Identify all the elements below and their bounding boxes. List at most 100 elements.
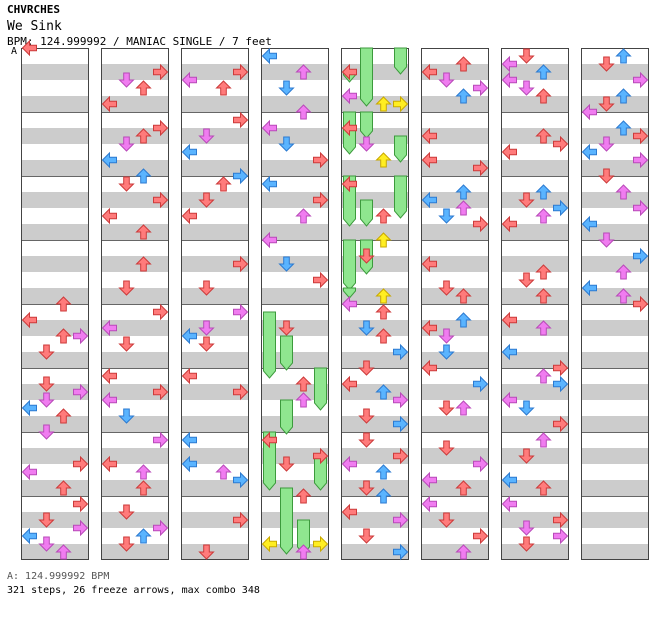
beat-stripe (181, 128, 249, 144)
right-arrow-icon (233, 383, 249, 401)
beat-stripe (21, 160, 89, 176)
left-arrow-icon (421, 495, 437, 513)
beat-stripe (101, 224, 169, 240)
up-arrow-icon (455, 184, 472, 200)
beat-stripe (501, 320, 569, 336)
left-arrow-icon (501, 55, 517, 73)
up-arrow-icon (55, 296, 72, 312)
bpm-marker: A (11, 46, 18, 57)
left-arrow-icon (101, 151, 117, 169)
beat-stripe (261, 128, 329, 144)
beat-stripe (101, 64, 169, 80)
freeze-arrow (280, 399, 293, 435)
up-arrow-icon (615, 48, 632, 64)
down-arrow-icon (38, 424, 55, 440)
down-arrow-icon (438, 280, 455, 296)
left-arrow-icon (261, 47, 277, 65)
right-arrow-icon (633, 247, 649, 265)
right-arrow-icon (153, 191, 169, 209)
beat-stripe (341, 320, 409, 336)
right-arrow-icon (473, 79, 489, 97)
left-arrow-icon (421, 151, 437, 169)
left-arrow-icon (261, 231, 277, 249)
beat-stripe (181, 320, 249, 336)
right-arrow-icon (393, 391, 409, 409)
right-arrow-icon (73, 327, 89, 345)
beat-stripe (261, 448, 329, 464)
beat-stripe (501, 416, 569, 432)
up-arrow-icon (295, 104, 312, 120)
beat-stripe (181, 480, 249, 496)
up-arrow-icon (375, 208, 392, 224)
up-arrow-icon (535, 368, 552, 384)
beat-stripe (341, 416, 409, 432)
down-arrow-icon (358, 320, 375, 336)
chart-info: BPM: 124.999992 / MANIAC SINGLE / 7 feet (7, 35, 272, 48)
beat-stripe (421, 480, 489, 496)
up-arrow-icon (455, 200, 472, 216)
down-arrow-icon (118, 72, 135, 88)
right-arrow-icon (73, 495, 89, 513)
beat-stripe (581, 160, 649, 176)
right-arrow-icon (73, 383, 89, 401)
beat-stripe (581, 96, 649, 112)
down-arrow-icon (198, 320, 215, 336)
left-arrow-icon (421, 191, 437, 209)
left-arrow-icon (421, 319, 437, 337)
down-arrow-icon (118, 408, 135, 424)
beat-stripe (341, 224, 409, 240)
right-arrow-icon (473, 215, 489, 233)
right-arrow-icon (553, 375, 569, 393)
left-arrow-icon (21, 39, 37, 57)
up-arrow-icon (535, 288, 552, 304)
up-arrow-icon (535, 264, 552, 280)
left-arrow-icon (421, 471, 437, 489)
left-arrow-icon (341, 119, 357, 137)
left-arrow-icon (581, 103, 597, 121)
left-arrow-icon (101, 95, 117, 113)
down-arrow-icon (358, 248, 375, 264)
right-arrow-icon (393, 511, 409, 529)
up-arrow-icon (455, 312, 472, 328)
right-arrow-icon (313, 271, 329, 289)
up-arrow-icon (295, 392, 312, 408)
beat-stripe (421, 256, 489, 272)
beat-stripe (581, 64, 649, 80)
down-arrow-icon (358, 528, 375, 544)
freeze-arrow (343, 239, 356, 291)
left-arrow-icon (341, 455, 357, 473)
down-arrow-icon (518, 520, 535, 536)
left-arrow-icon (181, 207, 197, 225)
beat-stripe (21, 224, 89, 240)
up-arrow-icon (615, 288, 632, 304)
beat-stripe (101, 480, 169, 496)
up-arrow-icon (455, 480, 472, 496)
left-arrow-icon (501, 71, 517, 89)
right-arrow-icon (633, 151, 649, 169)
left-arrow-icon (341, 87, 357, 105)
down-arrow-icon (598, 56, 615, 72)
column-border (501, 48, 569, 560)
beat-stripe (341, 160, 409, 176)
down-arrow-icon (438, 208, 455, 224)
freeze-arrow (360, 47, 373, 107)
left-arrow-icon (501, 215, 517, 233)
beat-stripe (101, 256, 169, 272)
left-arrow-icon (181, 327, 197, 345)
beat-stripe (341, 448, 409, 464)
beat-stripe (21, 352, 89, 368)
freeze-arrow (394, 47, 407, 75)
beat-stripe (581, 448, 649, 464)
down-arrow-icon (278, 456, 295, 472)
freeze-arrow (343, 287, 356, 299)
up-arrow-icon (55, 328, 72, 344)
column-border (341, 48, 409, 560)
left-arrow-icon (421, 63, 437, 81)
beat-stripe (341, 352, 409, 368)
up-arrow-icon (215, 464, 232, 480)
up-arrow-icon (135, 168, 152, 184)
right-arrow-icon (313, 191, 329, 209)
down-arrow-icon (118, 336, 135, 352)
beat-stripe (261, 160, 329, 176)
right-arrow-icon (473, 375, 489, 393)
